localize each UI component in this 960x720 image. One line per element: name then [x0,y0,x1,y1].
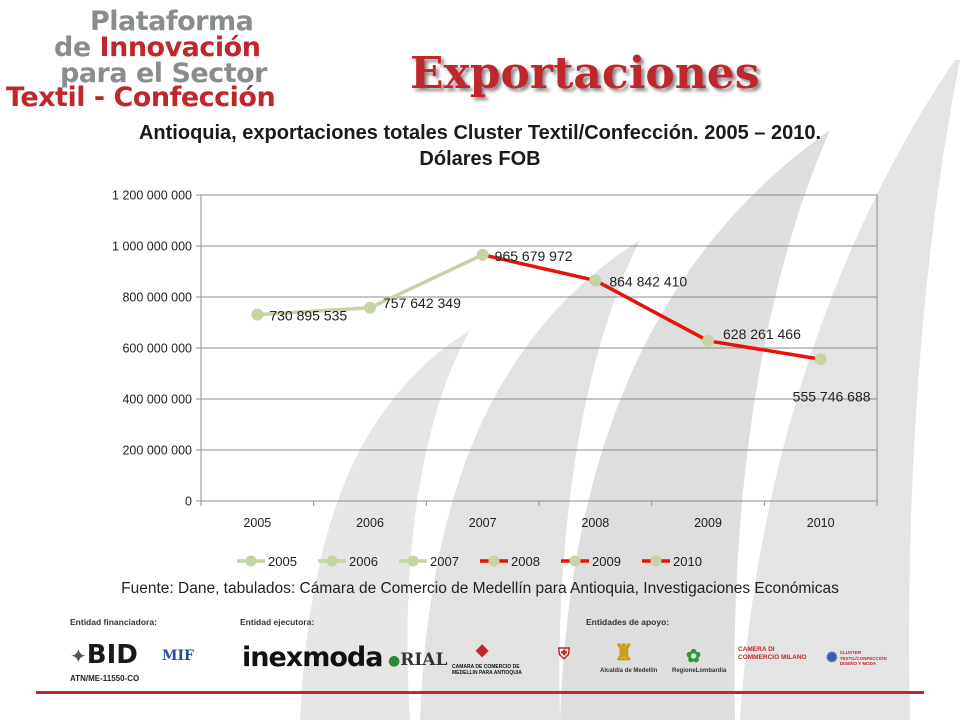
chart-subtitle: Dólares FOB [419,148,541,170]
cluster-logo: ✺ CLUSTER TEXTIL/CONFECCIÓN DISEÑO Y MOD… [826,650,898,667]
footer-divider [36,691,924,694]
data-point [702,334,714,347]
y-tick-label: 600 000 000 [122,342,192,356]
legend-swatch-marker [488,555,500,567]
legend-entry: 2008 [511,554,540,569]
x-tick-label: 2005 [243,516,271,530]
mif-logo: MIF [162,648,194,664]
y-tick-label: 1 000 000 000 [112,240,192,254]
data-point [251,308,264,321]
y-tick-label: 0 [185,495,192,509]
camara-emblem-icon: ◆ [476,642,489,659]
alcaldia-text: Alcaldía de Medellín [600,668,658,674]
data-label: 628 261 466 [723,326,801,342]
legend-entry: 2005 [268,554,297,569]
legend-entry: 2006 [349,554,378,569]
y-tick-label: 800 000 000 [122,291,192,305]
rial-logo: ●RIAL [388,650,447,670]
data-label: 555 746 688 [793,388,871,404]
legend-entry: 2007 [430,554,459,569]
bid-code: ATN/ME-11550-CO [70,674,140,683]
x-tick-label: 2007 [469,516,497,530]
legend-swatch-marker [407,555,419,567]
legend-swatch-marker [245,555,257,567]
cluster-text: CLUSTER TEXTIL/CONFECCIÓN DISEÑO Y MODA [839,650,887,666]
cluster-emblem-icon: ✺ [826,649,838,665]
series-line-segment [480,253,598,283]
logo-line-2-accent: Innovación [99,32,261,63]
legend-swatch-marker [650,555,662,567]
support-label: Entidades de apoyo: [586,617,670,627]
data-label: 965 679 972 [495,248,573,264]
legend-swatch-marker [569,555,581,567]
platform-logo: Plataforma de Innovación para el Sector … [6,6,276,116]
bid-emblem-icon: ✦ [70,644,87,668]
legend-entry: 2010 [673,554,702,569]
x-tick-label: 2006 [356,516,384,530]
alcaldia-logo: ♜ Alcaldía de Medellín [600,640,658,674]
lombardia-rose-icon: ✿ [686,646,702,666]
logo-line-3: para el Sector [60,58,267,89]
bid-text: BID [86,640,138,670]
logo-line-2-prefix: de [54,32,100,63]
series-line-segment [706,339,823,362]
lombardia-text: RegioneLombardia [672,668,727,674]
inexmoda-logo: inexmoda [242,642,383,673]
chart-title-block: Antioquia, exportaciones totales Cluster… [20,120,940,172]
rial-circle-icon: ● [388,653,401,669]
data-point [814,353,827,366]
data-point [476,248,489,261]
lombardia-logo: ✿ RegioneLombardia [672,646,727,674]
data-label: 757 642 349 [383,295,461,311]
logo-line-1: Plataforma [90,6,254,37]
legend-entry: 2009 [592,554,621,569]
legend-swatch-marker [326,555,338,567]
data-label: 864 842 410 [609,273,687,289]
series-line-segment [255,306,372,317]
data-point [364,301,376,314]
x-tick-label: 2009 [694,516,722,530]
y-tick-label: 200 000 000 [122,444,192,458]
bid-logo: ✦BID [70,640,138,670]
camera-milano-logo: CAMERA DI COMMERCIO MILANO [738,646,807,661]
milano-shield-icon: ⛨ [558,646,571,663]
camara-logo: ◆ CAMARA DE COMERCIO DE MEDELLIN PARA AN… [452,642,532,676]
y-tick-label: 400 000 000 [122,393,192,407]
chart-title: Antioquia, exportaciones totales Cluster… [138,122,822,144]
data-label: 730 895 535 [269,308,347,324]
source-note: Fuente: Dane, tabulados: Cámara de Comer… [121,580,839,597]
alcaldia-crest-icon: ♜ [614,640,634,665]
series-line-segment [368,253,485,310]
rial-text: RIAL [400,650,448,670]
data-point [589,274,602,287]
page-title: Exportaciones [410,48,760,99]
camara-text: CAMARA DE COMERCIO DE MEDELLIN PARA ANTI… [452,664,522,676]
y-tick-label: 1 200 000 000 [112,189,192,203]
x-tick-label: 2010 [807,516,835,530]
x-tick-label: 2008 [581,516,609,530]
financing-label: Entidad financiadora: [70,617,157,627]
executing-label: Entidad ejecutora: [240,617,315,627]
logo-line-4: Textil - Confección [6,82,276,113]
series-line-segment [593,278,710,343]
